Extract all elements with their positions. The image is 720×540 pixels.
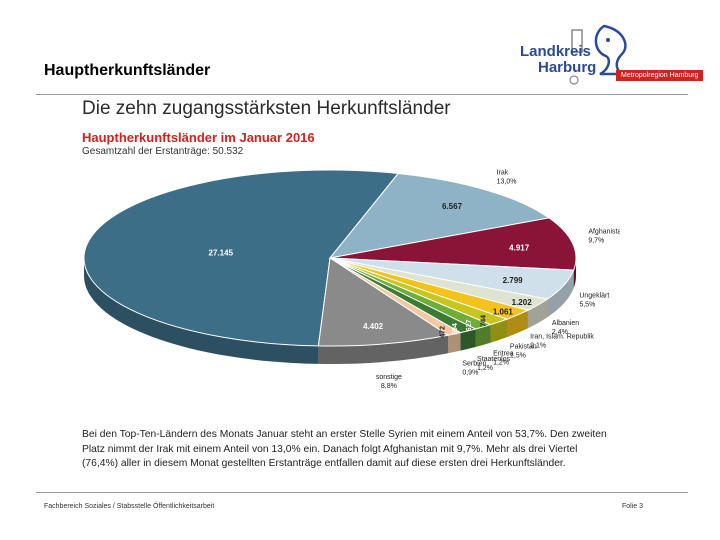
chart-headline: Die zehn zugangsstärksten Herkunftslände… [82,98,451,119]
svg-text:Eritrea: Eritrea [493,350,514,357]
pie-side-staatenlos [460,328,476,351]
pie-side-albanien [527,299,548,329]
category-label-afghanistan: Afghanistan 9,7% [588,229,620,245]
svg-text:sonstige: sonstige [376,374,402,381]
svg-text:5,5%: 5,5% [579,301,595,308]
pie-side-serbien [447,332,461,354]
logo-line2: Harburg [538,59,597,76]
svg-text:Irak: Irak [497,169,509,176]
svg-text:Pakistan: Pakistan [510,344,537,351]
header-divider [36,94,688,95]
svg-text:Ungeklärt: Ungeklärt [579,292,609,299]
category-label-ungekl-rt: Ungeklärt 5,5% [579,292,609,308]
value-label-ungekl-rt: 2.799 [503,276,524,285]
svg-text:1,5%: 1,5% [510,353,526,360]
svg-text:0,9%: 0,9% [462,369,478,376]
svg-text:Afghanistan: Afghanistan [588,229,620,236]
pie-side-pakistan [490,319,508,343]
svg-text:2,4%: 2,4% [552,329,568,336]
svg-text:Serbien: Serbien [462,360,486,367]
category-label-pakistan: Pakistan 1,5% [510,344,537,360]
metropolregion-badge: Metropolregion Hamburg [616,70,704,81]
value-label-staatenlos: 594 [452,323,459,335]
svg-text:2,1%: 2,1% [530,343,546,350]
value-label-irak: 6.567 [442,202,463,211]
slide-title: Hauptherkunftsländer [44,62,211,79]
category-label-eritrea: Eritrea 1,2% [493,350,514,366]
pie-slice-irak [328,172,551,259]
pie-side-syrien-arab-republik [84,258,319,364]
value-label-sonstige: 4.402 [363,322,384,331]
footer-divider [36,492,688,493]
value-label-afghanistan: 4.917 [509,244,530,253]
value-label-syrien-arab-republik: 27.145 [209,249,234,258]
svg-text:9,7%: 9,7% [588,238,604,245]
svg-text:13,0%: 13,0% [497,178,517,185]
pie-chart: 27.145Syrien, Arab. Republik53,7%6.567Ir… [83,169,620,390]
pie-slice-sonstige [317,257,450,347]
category-label-serbien: Serbien 0,9% [462,360,486,376]
category-label-sonstige: sonstige 8,8% [376,374,402,390]
category-label-albanien: Albanien 2,4% [552,320,579,336]
svg-text:Albanien: Albanien [552,320,579,327]
value-label-pakistan: 744 [480,315,487,327]
footer-slide-number: Folie 3 [622,503,644,510]
footer-department: Fachbereich Soziales / Stabsstelle Öffen… [44,503,215,510]
pie-side-eritrea [475,324,491,347]
pie-slice-syrien-arab-republik [83,169,400,347]
logo-line1: Landkreis [520,43,591,60]
svg-text:Iran, Islam. Republik: Iran, Islam. Republik [530,334,594,341]
pie-side-sonstige [318,335,448,364]
chart-title: Hauptherkunftsländer im Januar 2016 [82,130,315,145]
chart-subtitle: Gesamtzahl der Erstanträge: 50.532 [82,146,244,157]
lion-emblem-icon [569,24,627,85]
chart-description: Bei den Top-Ten-Ländern des Monats Janua… [82,429,607,469]
category-label-irak: Irak 13,0% [497,169,517,185]
value-label-eritrea: 627 [466,319,473,331]
svg-text:1,2%: 1,2% [493,359,509,366]
pie-slice-afghanistan [329,217,577,271]
pie-side-iran-islam-republik [507,310,528,338]
svg-text:8,8%: 8,8% [381,383,397,390]
svg-text:Staatenlos: Staatenlos [477,356,511,363]
value-label-serbien: 472 [439,326,446,338]
svg-text:1,2%: 1,2% [477,365,493,372]
value-label-albanien: 1.202 [512,298,533,307]
landkreis-harburg-logo: Landkreis Harburg Metropolregion Hamburg [512,24,708,94]
value-label-iran-islam-republik: 1.061 [493,307,514,316]
category-label-iran-islam-republik: Iran, Islam. Republik 2,1% [530,334,594,350]
